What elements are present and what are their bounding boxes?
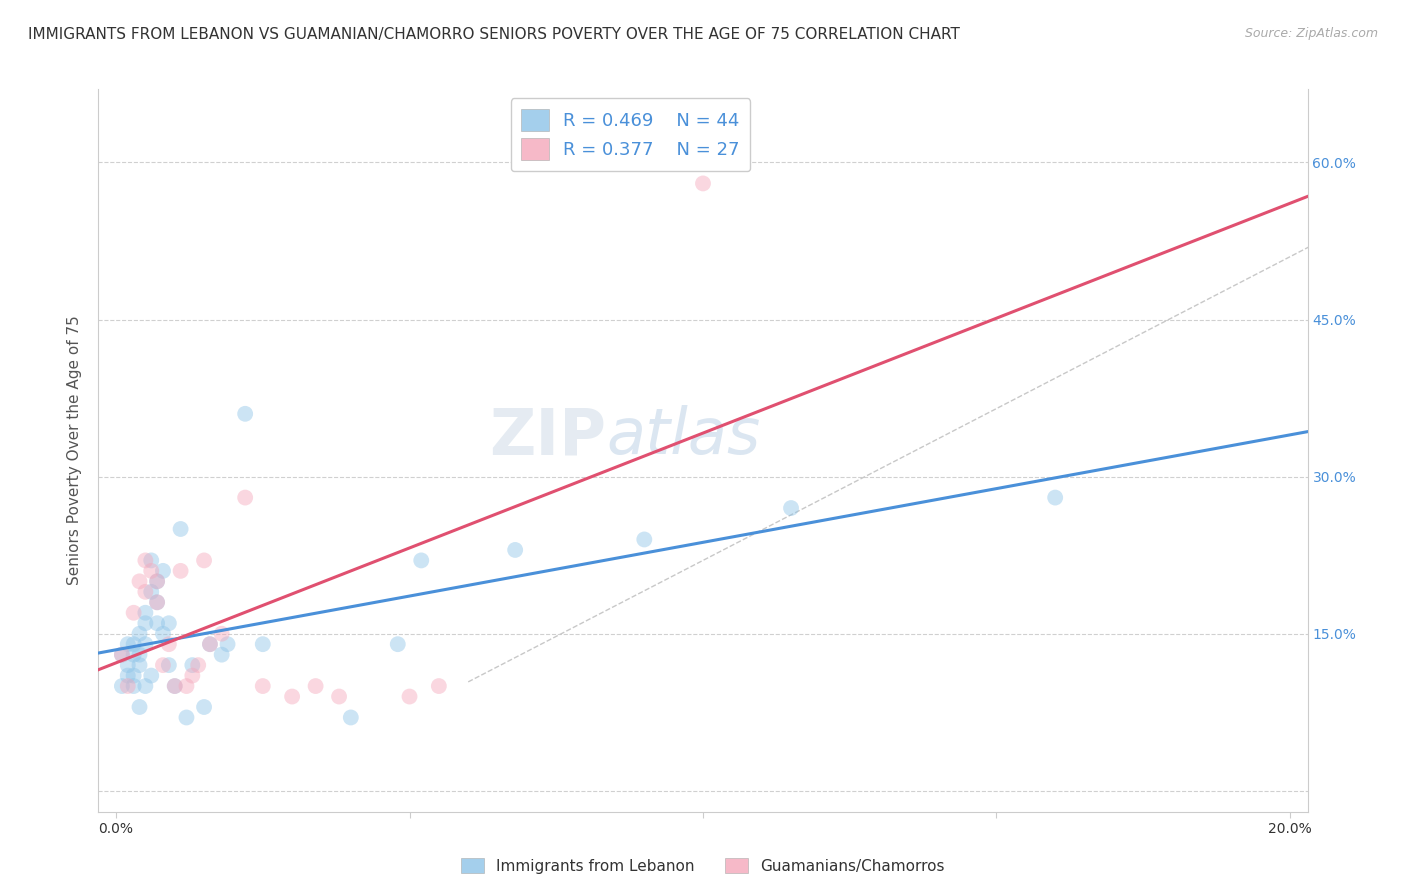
Point (187, 658, 209, 673)
Point (122, 637, 145, 651)
Point (193, 700, 215, 714)
Point (198, 637, 221, 651)
Point (152, 658, 174, 673)
Point (117, 679, 139, 693)
Point (128, 658, 150, 673)
Point (134, 616, 156, 631)
Point (128, 574, 150, 589)
Point (128, 700, 150, 714)
Point (134, 637, 156, 651)
Point (211, 626, 233, 640)
Point (252, 637, 274, 651)
Point (181, 668, 204, 682)
Point (1043, 491, 1066, 505)
Point (211, 648, 233, 662)
Point (163, 679, 186, 693)
Point (111, 648, 134, 662)
Point (146, 616, 169, 631)
Point (146, 595, 169, 609)
Point (427, 679, 450, 693)
Point (398, 690, 420, 704)
Point (252, 679, 274, 693)
Point (387, 637, 409, 651)
Point (340, 710, 363, 724)
Point (141, 553, 163, 567)
Point (117, 658, 139, 673)
Point (411, 553, 433, 567)
Point (117, 637, 139, 651)
Point (157, 658, 180, 673)
Point (122, 668, 145, 682)
Point (152, 564, 174, 578)
Point (281, 690, 304, 704)
Legend: Immigrants from Lebanon, Guamanians/Chamorros: Immigrants from Lebanon, Guamanians/Cham… (456, 852, 950, 880)
Point (328, 690, 350, 704)
Point (117, 668, 139, 682)
Point (134, 606, 156, 620)
Point (692, 177, 714, 191)
Point (304, 679, 326, 693)
Point (122, 679, 145, 693)
Text: Source: ZipAtlas.com: Source: ZipAtlas.com (1244, 27, 1378, 40)
Text: IMMIGRANTS FROM LEBANON VS GUAMANIAN/CHAMORRO SENIORS POVERTY OVER THE AGE OF 75: IMMIGRANTS FROM LEBANON VS GUAMANIAN/CHA… (28, 27, 960, 42)
Point (780, 501, 803, 516)
Point (111, 679, 134, 693)
Point (157, 616, 180, 631)
Point (217, 637, 239, 651)
Point (111, 648, 134, 662)
Point (146, 574, 169, 589)
Point (146, 595, 169, 609)
Point (233, 407, 256, 421)
Point (141, 564, 163, 578)
Point (163, 679, 186, 693)
Point (134, 553, 156, 567)
Y-axis label: Seniors Poverty Over the Age of 75: Seniors Poverty Over the Age of 75 (67, 316, 83, 585)
Legend: R = 0.469    N = 44, R = 0.377    N = 27: R = 0.469 N = 44, R = 0.377 N = 27 (510, 98, 751, 171)
Point (152, 626, 174, 640)
Point (198, 637, 221, 651)
Point (176, 710, 198, 724)
Point (122, 606, 145, 620)
Point (122, 648, 145, 662)
Point (141, 584, 163, 599)
Point (169, 522, 191, 536)
Point (193, 553, 215, 567)
Point (157, 637, 180, 651)
Point (134, 584, 156, 599)
Text: ZIP: ZIP (489, 405, 606, 467)
Point (169, 564, 191, 578)
Point (503, 543, 526, 558)
Point (141, 668, 163, 682)
Point (233, 491, 256, 505)
Point (128, 648, 150, 662)
Point (146, 574, 169, 589)
Text: atlas: atlas (606, 405, 761, 467)
Point (128, 626, 150, 640)
Point (181, 658, 204, 673)
Point (134, 679, 156, 693)
Point (176, 679, 198, 693)
Point (633, 533, 655, 547)
